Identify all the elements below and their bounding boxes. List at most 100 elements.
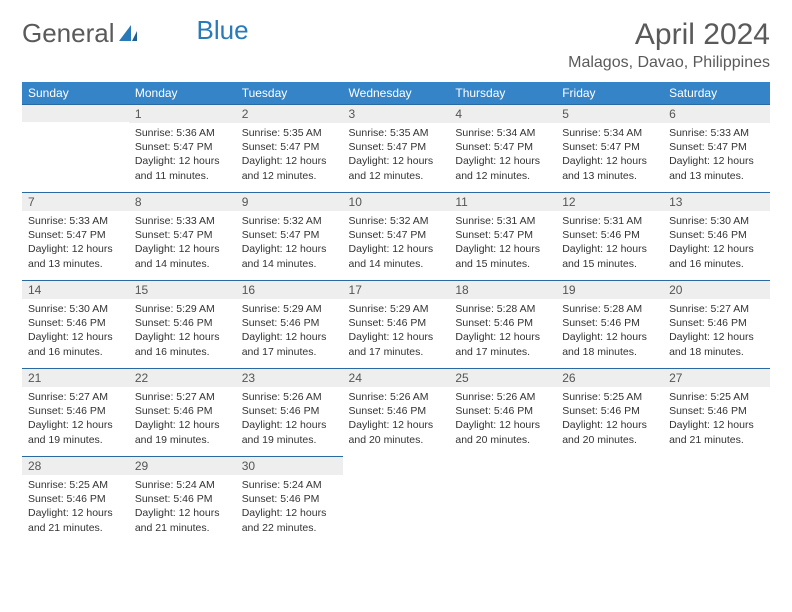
sunrise-text: Sunrise: 5:26 AM <box>242 390 337 404</box>
sunrise-text: Sunrise: 5:30 AM <box>28 302 123 316</box>
day-details: Sunrise: 5:35 AMSunset: 5:47 PMDaylight:… <box>343 123 450 189</box>
calendar-cell <box>556 456 663 544</box>
day-details: Sunrise: 5:25 AMSunset: 5:46 PMDaylight:… <box>556 387 663 453</box>
month-title: April 2024 <box>568 18 770 52</box>
sunrise-text: Sunrise: 5:31 AM <box>562 214 657 228</box>
daylight-text: Daylight: 12 hours and 13 minutes. <box>669 154 764 182</box>
day-number: 7 <box>22 192 129 211</box>
day-details: Sunrise: 5:27 AMSunset: 5:46 PMDaylight:… <box>663 299 770 365</box>
day-number: 12 <box>556 192 663 211</box>
sunrise-text: Sunrise: 5:28 AM <box>455 302 550 316</box>
title-block: April 2024 Malagos, Davao, Philippines <box>568 18 770 72</box>
daylight-text: Daylight: 12 hours and 16 minutes. <box>669 242 764 270</box>
logo-sail-icon <box>117 23 139 45</box>
day-number: 21 <box>22 368 129 387</box>
day-number: 28 <box>22 456 129 475</box>
sunrise-text: Sunrise: 5:35 AM <box>242 126 337 140</box>
sunrise-text: Sunrise: 5:26 AM <box>349 390 444 404</box>
day-details: Sunrise: 5:31 AMSunset: 5:46 PMDaylight:… <box>556 211 663 277</box>
calendar-cell: 7Sunrise: 5:33 AMSunset: 5:47 PMDaylight… <box>22 192 129 280</box>
sunset-text: Sunset: 5:46 PM <box>562 228 657 242</box>
daylight-text: Daylight: 12 hours and 14 minutes. <box>349 242 444 270</box>
day-details: Sunrise: 5:30 AMSunset: 5:46 PMDaylight:… <box>663 211 770 277</box>
daylight-text: Daylight: 12 hours and 20 minutes. <box>349 418 444 446</box>
day-number: 4 <box>449 104 556 123</box>
sunrise-text: Sunrise: 5:29 AM <box>242 302 337 316</box>
day-details: Sunrise: 5:30 AMSunset: 5:46 PMDaylight:… <box>22 299 129 365</box>
sunset-text: Sunset: 5:47 PM <box>135 228 230 242</box>
sunrise-text: Sunrise: 5:34 AM <box>562 126 657 140</box>
sunrise-text: Sunrise: 5:30 AM <box>669 214 764 228</box>
sunset-text: Sunset: 5:47 PM <box>669 140 764 154</box>
day-details: Sunrise: 5:26 AMSunset: 5:46 PMDaylight:… <box>449 387 556 453</box>
weekday-header: Thursday <box>449 82 556 104</box>
calendar-week-row: 7Sunrise: 5:33 AMSunset: 5:47 PMDaylight… <box>22 192 770 280</box>
day-number: 14 <box>22 280 129 299</box>
calendar-week-row: 1Sunrise: 5:36 AMSunset: 5:47 PMDaylight… <box>22 104 770 192</box>
daylight-text: Daylight: 12 hours and 21 minutes. <box>28 506 123 534</box>
calendar-table: Sunday Monday Tuesday Wednesday Thursday… <box>22 82 770 544</box>
day-details: Sunrise: 5:33 AMSunset: 5:47 PMDaylight:… <box>663 123 770 189</box>
weekday-header: Tuesday <box>236 82 343 104</box>
calendar-cell: 29Sunrise: 5:24 AMSunset: 5:46 PMDayligh… <box>129 456 236 544</box>
sunset-text: Sunset: 5:46 PM <box>28 404 123 418</box>
calendar-cell: 23Sunrise: 5:26 AMSunset: 5:46 PMDayligh… <box>236 368 343 456</box>
daylight-text: Daylight: 12 hours and 22 minutes. <box>242 506 337 534</box>
day-details: Sunrise: 5:29 AMSunset: 5:46 PMDaylight:… <box>129 299 236 365</box>
daylight-text: Daylight: 12 hours and 15 minutes. <box>455 242 550 270</box>
day-number: 9 <box>236 192 343 211</box>
day-details: Sunrise: 5:34 AMSunset: 5:47 PMDaylight:… <box>556 123 663 189</box>
sunset-text: Sunset: 5:46 PM <box>349 404 444 418</box>
day-details: Sunrise: 5:33 AMSunset: 5:47 PMDaylight:… <box>22 211 129 277</box>
day-number: 20 <box>663 280 770 299</box>
day-details: Sunrise: 5:27 AMSunset: 5:46 PMDaylight:… <box>22 387 129 453</box>
weekday-header: Friday <box>556 82 663 104</box>
sunset-text: Sunset: 5:46 PM <box>562 404 657 418</box>
calendar-cell: 20Sunrise: 5:27 AMSunset: 5:46 PMDayligh… <box>663 280 770 368</box>
daylight-text: Daylight: 12 hours and 20 minutes. <box>455 418 550 446</box>
day-details: Sunrise: 5:26 AMSunset: 5:46 PMDaylight:… <box>236 387 343 453</box>
sunset-text: Sunset: 5:46 PM <box>135 492 230 506</box>
daylight-text: Daylight: 12 hours and 17 minutes. <box>349 330 444 358</box>
day-number: 25 <box>449 368 556 387</box>
sunrise-text: Sunrise: 5:24 AM <box>135 478 230 492</box>
calendar-cell: 26Sunrise: 5:25 AMSunset: 5:46 PMDayligh… <box>556 368 663 456</box>
sunset-text: Sunset: 5:46 PM <box>669 228 764 242</box>
page-header: General Blue April 2024 Malagos, Davao, … <box>22 18 770 72</box>
daylight-text: Daylight: 12 hours and 19 minutes. <box>242 418 337 446</box>
calendar-cell: 16Sunrise: 5:29 AMSunset: 5:46 PMDayligh… <box>236 280 343 368</box>
sunrise-text: Sunrise: 5:28 AM <box>562 302 657 316</box>
daylight-text: Daylight: 12 hours and 17 minutes. <box>455 330 550 358</box>
sunset-text: Sunset: 5:46 PM <box>562 316 657 330</box>
day-number: 6 <box>663 104 770 123</box>
calendar-cell: 28Sunrise: 5:25 AMSunset: 5:46 PMDayligh… <box>22 456 129 544</box>
day-details: Sunrise: 5:24 AMSunset: 5:46 PMDaylight:… <box>129 475 236 541</box>
sunset-text: Sunset: 5:47 PM <box>455 140 550 154</box>
sunrise-text: Sunrise: 5:27 AM <box>669 302 764 316</box>
sunset-text: Sunset: 5:46 PM <box>349 316 444 330</box>
logo: General Blue <box>22 18 249 49</box>
day-details: Sunrise: 5:29 AMSunset: 5:46 PMDaylight:… <box>236 299 343 365</box>
calendar-cell: 22Sunrise: 5:27 AMSunset: 5:46 PMDayligh… <box>129 368 236 456</box>
sunrise-text: Sunrise: 5:34 AM <box>455 126 550 140</box>
calendar-cell: 3Sunrise: 5:35 AMSunset: 5:47 PMDaylight… <box>343 104 450 192</box>
calendar-cell <box>663 456 770 544</box>
calendar-cell: 1Sunrise: 5:36 AMSunset: 5:47 PMDaylight… <box>129 104 236 192</box>
calendar-cell <box>343 456 450 544</box>
daylight-text: Daylight: 12 hours and 14 minutes. <box>135 242 230 270</box>
daylight-text: Daylight: 12 hours and 15 minutes. <box>562 242 657 270</box>
calendar-cell: 13Sunrise: 5:30 AMSunset: 5:46 PMDayligh… <box>663 192 770 280</box>
sunset-text: Sunset: 5:47 PM <box>242 228 337 242</box>
calendar-week-row: 14Sunrise: 5:30 AMSunset: 5:46 PMDayligh… <box>22 280 770 368</box>
calendar-cell: 18Sunrise: 5:28 AMSunset: 5:46 PMDayligh… <box>449 280 556 368</box>
day-details: Sunrise: 5:32 AMSunset: 5:47 PMDaylight:… <box>236 211 343 277</box>
daylight-text: Daylight: 12 hours and 12 minutes. <box>349 154 444 182</box>
daylight-text: Daylight: 12 hours and 21 minutes. <box>669 418 764 446</box>
day-number: 3 <box>343 104 450 123</box>
day-details: Sunrise: 5:29 AMSunset: 5:46 PMDaylight:… <box>343 299 450 365</box>
sunrise-text: Sunrise: 5:25 AM <box>669 390 764 404</box>
day-number: 27 <box>663 368 770 387</box>
weekday-header: Monday <box>129 82 236 104</box>
sunset-text: Sunset: 5:47 PM <box>135 140 230 154</box>
calendar-cell: 25Sunrise: 5:26 AMSunset: 5:46 PMDayligh… <box>449 368 556 456</box>
